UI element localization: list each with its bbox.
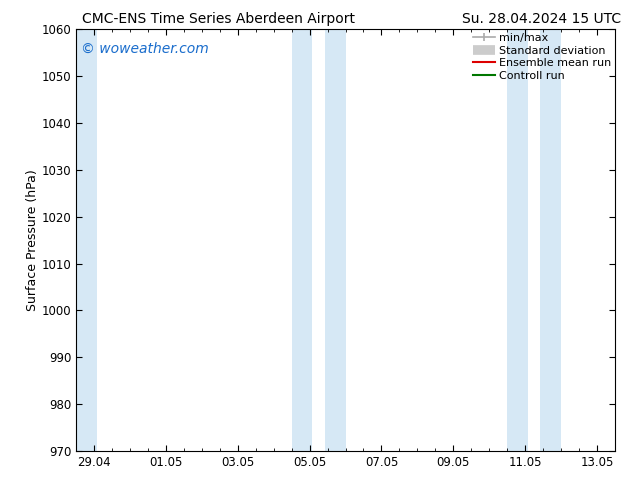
Bar xyxy=(325,29,346,451)
Text: Su. 28.04.2024 15 UTC: Su. 28.04.2024 15 UTC xyxy=(462,12,621,26)
Bar xyxy=(540,29,561,451)
Y-axis label: Surface Pressure (hPa): Surface Pressure (hPa) xyxy=(26,169,39,311)
Bar xyxy=(507,29,528,451)
Text: CMC-ENS Time Series Aberdeen Airport: CMC-ENS Time Series Aberdeen Airport xyxy=(82,12,356,26)
Text: © woweather.com: © woweather.com xyxy=(81,42,209,56)
Bar xyxy=(292,29,313,451)
Legend: min/max, Standard deviation, Ensemble mean run, Controll run: min/max, Standard deviation, Ensemble me… xyxy=(473,33,612,81)
Bar xyxy=(76,29,97,451)
